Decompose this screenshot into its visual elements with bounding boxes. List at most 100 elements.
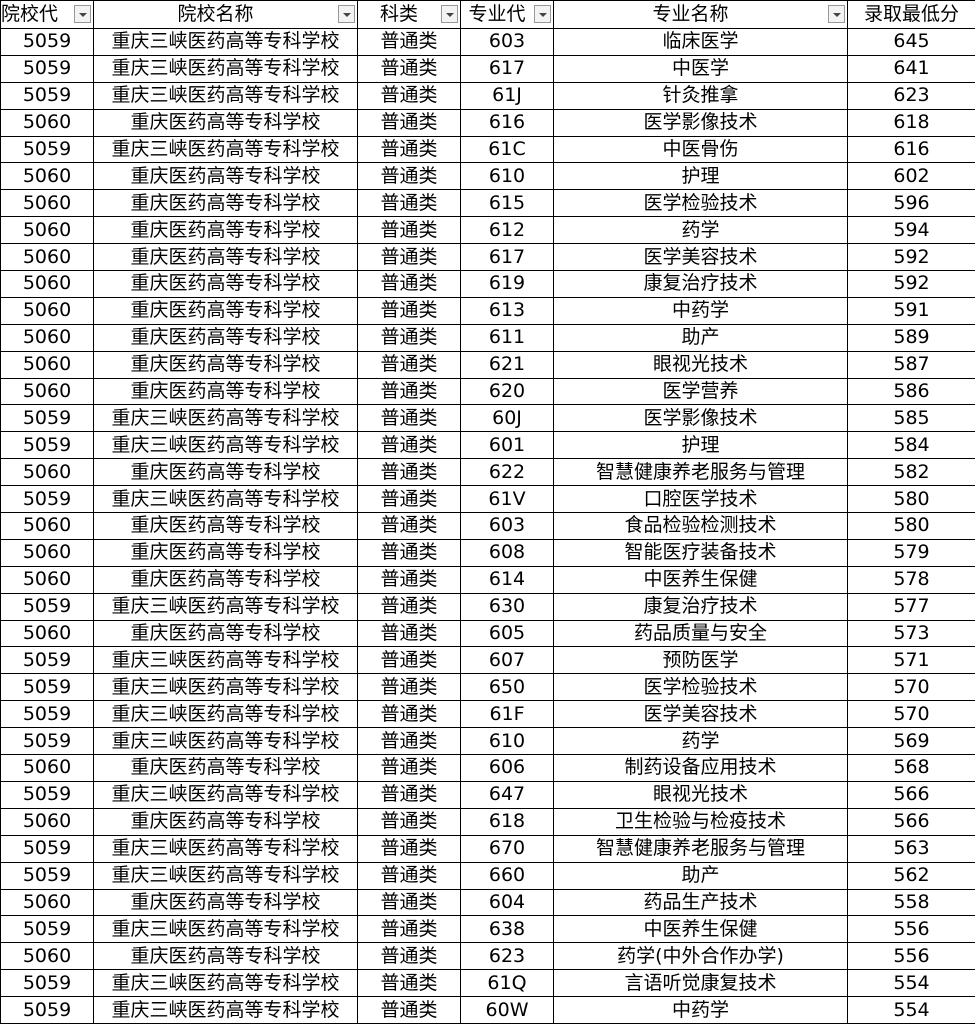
table-body: 5059 重庆三峡医药高等专科学校 普通类 603 临床医学 645 5059 重庆三峡医药高… (0, 28, 975, 1024)
table-row: 5059 重庆三峡医药高等专科学校 普通类 638 中医养生保健 556 (0, 915, 975, 944)
cell: 608 (460, 538, 554, 567)
cell: 61C (460, 135, 554, 164)
cell: 602 (847, 162, 975, 191)
cell: 普通类 (357, 780, 461, 809)
cell: 622 (460, 458, 554, 487)
cell: 重庆医药高等专科学校 (93, 888, 358, 917)
filter-button[interactable] (828, 5, 845, 23)
cell: 585 (847, 404, 975, 433)
cell: 5060 (0, 942, 94, 971)
table-row: 5060 重庆医药高等专科学校 普通类 620 医学营养 586 (0, 377, 975, 406)
cell: 中药学 (553, 296, 848, 325)
cell: 普通类 (357, 377, 461, 406)
table-row: 5060 重庆医药高等专科学校 普通类 604 药品生产技术 558 (0, 888, 975, 917)
cell: 580 (847, 512, 975, 540)
cell: 普通类 (357, 969, 461, 998)
table-row: 5059 重庆三峡医药高等专科学校 普通类 61J 针灸推拿 623 (0, 81, 975, 110)
cell: 重庆三峡医药高等专科学校 (93, 28, 358, 56)
table-row: 5060 重庆医药高等专科学校 普通类 623 药学(中外合作办学) 556 (0, 942, 975, 971)
cell: 普通类 (357, 216, 461, 245)
table-row: 5060 重庆医药高等专科学校 普通类 619 康复治疗技术 592 (0, 270, 975, 298)
column-header: 院校代 (0, 0, 94, 29)
cell: 5059 (0, 81, 94, 110)
cell: 医学检验技术 (553, 189, 848, 218)
cell: 医学美容技术 (553, 700, 848, 729)
cell: 普通类 (357, 673, 461, 702)
cell: 助产 (553, 323, 848, 352)
table-row: 5059 重庆三峡医药高等专科学校 普通类 60W 中药学 554 (0, 996, 975, 1024)
table-row: 5060 重庆医药高等专科学校 普通类 610 护理 602 (0, 162, 975, 191)
cell: 普通类 (357, 296, 461, 325)
cell: 558 (847, 888, 975, 917)
cell: 645 (847, 28, 975, 56)
cell: 603 (460, 512, 554, 540)
filter-button[interactable] (534, 5, 551, 23)
cell: 562 (847, 861, 975, 890)
cell: 普通类 (357, 834, 461, 863)
table-row: 5059 重庆三峡医药高等专科学校 普通类 61C 中医骨伤 616 (0, 135, 975, 164)
cell: 重庆三峡医药高等专科学校 (93, 673, 358, 702)
cell: 616 (847, 135, 975, 164)
cell: 650 (460, 673, 554, 702)
cell: 582 (847, 458, 975, 487)
cell: 重庆三峡医药高等专科学校 (93, 54, 358, 83)
cell: 618 (460, 807, 554, 836)
cell: 眼视光技术 (553, 780, 848, 809)
cell: 5060 (0, 350, 94, 379)
cell: 普通类 (357, 592, 461, 621)
cell: 普通类 (357, 81, 461, 110)
cell: 596 (847, 189, 975, 218)
cell: 重庆医药高等专科学校 (93, 377, 358, 406)
header-text: 院校代 (1, 3, 59, 25)
cell: 普通类 (357, 512, 461, 540)
filter-button[interactable] (441, 5, 458, 23)
cell: 预防医学 (553, 646, 848, 675)
cell: 重庆三峡医药高等专科学校 (93, 404, 358, 433)
cell: 重庆医药高等专科学校 (93, 565, 358, 594)
cell: 586 (847, 377, 975, 406)
cell: 5060 (0, 216, 94, 245)
table-row: 5060 重庆医药高等专科学校 普通类 612 药学 594 (0, 216, 975, 245)
cell: 5059 (0, 834, 94, 863)
cell: 重庆三峡医药高等专科学校 (93, 700, 358, 729)
cell: 药学 (553, 216, 848, 245)
table-row: 5059 重庆三峡医药高等专科学校 普通类 647 眼视光技术 566 (0, 780, 975, 809)
cell: 589 (847, 323, 975, 352)
cell: 智慧健康养老服务与管理 (553, 834, 848, 863)
cell: 眼视光技术 (553, 350, 848, 379)
cell: 5059 (0, 485, 94, 514)
cell: 5060 (0, 619, 94, 648)
cell: 普通类 (357, 323, 461, 352)
cell: 5059 (0, 700, 94, 729)
filter-button[interactable] (338, 5, 355, 23)
filter-button[interactable] (74, 5, 91, 23)
column-header: 院校名称 (93, 0, 358, 29)
cell: 普通类 (357, 861, 461, 890)
cell: 5060 (0, 754, 94, 782)
cell: 5060 (0, 807, 94, 836)
table-row: 5059 重庆三峡医药高等专科学校 普通类 650 医学检验技术 570 (0, 673, 975, 702)
cell: 中医养生保健 (553, 565, 848, 594)
cell: 药学(中外合作办学) (553, 942, 848, 971)
cell: 普通类 (357, 565, 461, 594)
cell: 5060 (0, 296, 94, 325)
cell: 610 (460, 727, 554, 756)
cell: 613 (460, 296, 554, 325)
cell: 重庆三峡医药高等专科学校 (93, 915, 358, 944)
cell: 5059 (0, 861, 94, 890)
cell: 618 (847, 108, 975, 137)
cell: 621 (460, 350, 554, 379)
cell: 571 (847, 646, 975, 675)
cell: 641 (847, 54, 975, 83)
cell: 61J (460, 81, 554, 110)
cell: 普通类 (357, 942, 461, 971)
cell: 重庆医药高等专科学校 (93, 108, 358, 137)
cell: 普通类 (357, 270, 461, 298)
cell: 普通类 (357, 108, 461, 137)
cell: 615 (460, 189, 554, 218)
cell: 601 (460, 431, 554, 460)
cell: 重庆三峡医药高等专科学校 (93, 135, 358, 164)
cell: 重庆医药高等专科学校 (93, 296, 358, 325)
